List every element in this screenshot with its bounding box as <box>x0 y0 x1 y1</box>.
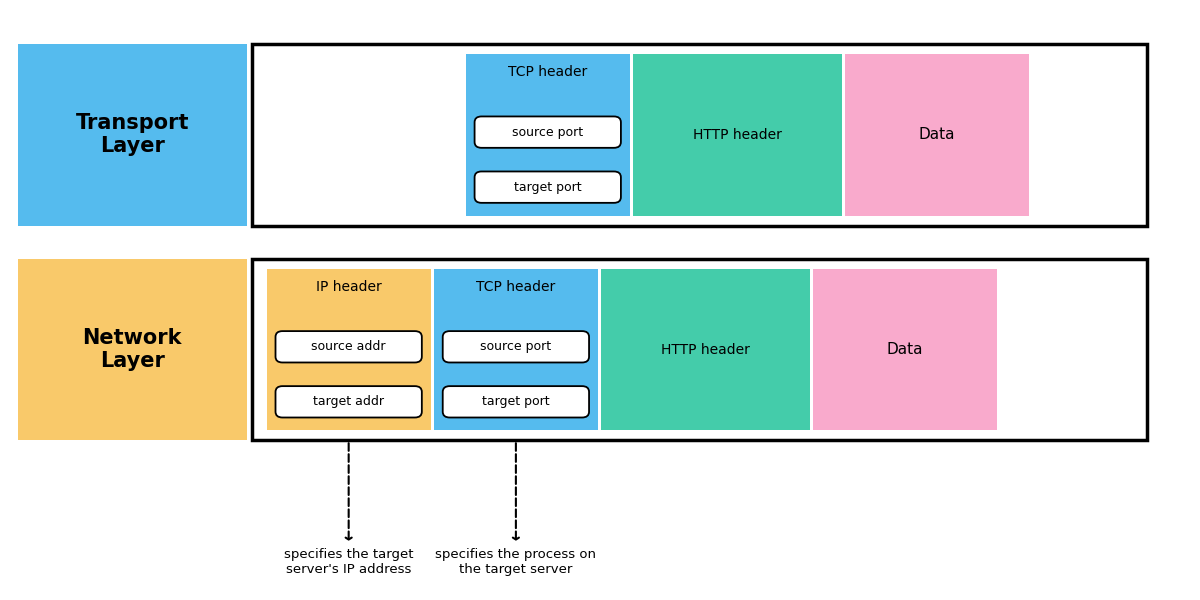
Text: Network
Layer: Network Layer <box>83 328 182 371</box>
Text: target addr: target addr <box>313 395 384 409</box>
FancyBboxPatch shape <box>443 386 589 418</box>
FancyBboxPatch shape <box>276 386 422 418</box>
Bar <box>466 54 630 216</box>
Bar <box>18 44 247 226</box>
Bar <box>632 54 842 216</box>
Bar <box>252 259 1147 440</box>
Bar <box>18 259 247 440</box>
FancyBboxPatch shape <box>443 331 589 362</box>
Bar <box>252 44 1147 226</box>
Text: target port: target port <box>514 181 582 194</box>
Text: specifies the target
server's IP address: specifies the target server's IP address <box>284 548 414 575</box>
Text: TCP header: TCP header <box>508 65 587 79</box>
Text: source addr: source addr <box>312 340 386 353</box>
Text: Data: Data <box>887 342 923 357</box>
FancyBboxPatch shape <box>474 116 620 148</box>
FancyBboxPatch shape <box>474 172 620 203</box>
Text: TCP header: TCP header <box>476 280 556 294</box>
Text: source port: source port <box>512 125 583 139</box>
Bar <box>433 269 598 430</box>
Text: Data: Data <box>919 127 955 142</box>
Text: specifies the process on
the target server: specifies the process on the target serv… <box>436 548 596 575</box>
Bar <box>266 269 431 430</box>
Text: target port: target port <box>482 395 550 409</box>
Text: IP header: IP header <box>316 280 382 294</box>
Text: source port: source port <box>480 340 552 353</box>
Bar <box>814 269 997 430</box>
Text: HTTP header: HTTP header <box>692 128 781 142</box>
Text: HTTP header: HTTP header <box>661 343 750 356</box>
Text: Transport
Layer: Transport Layer <box>76 113 188 157</box>
Bar <box>601 269 810 430</box>
Bar <box>845 54 1030 216</box>
FancyBboxPatch shape <box>276 331 422 362</box>
